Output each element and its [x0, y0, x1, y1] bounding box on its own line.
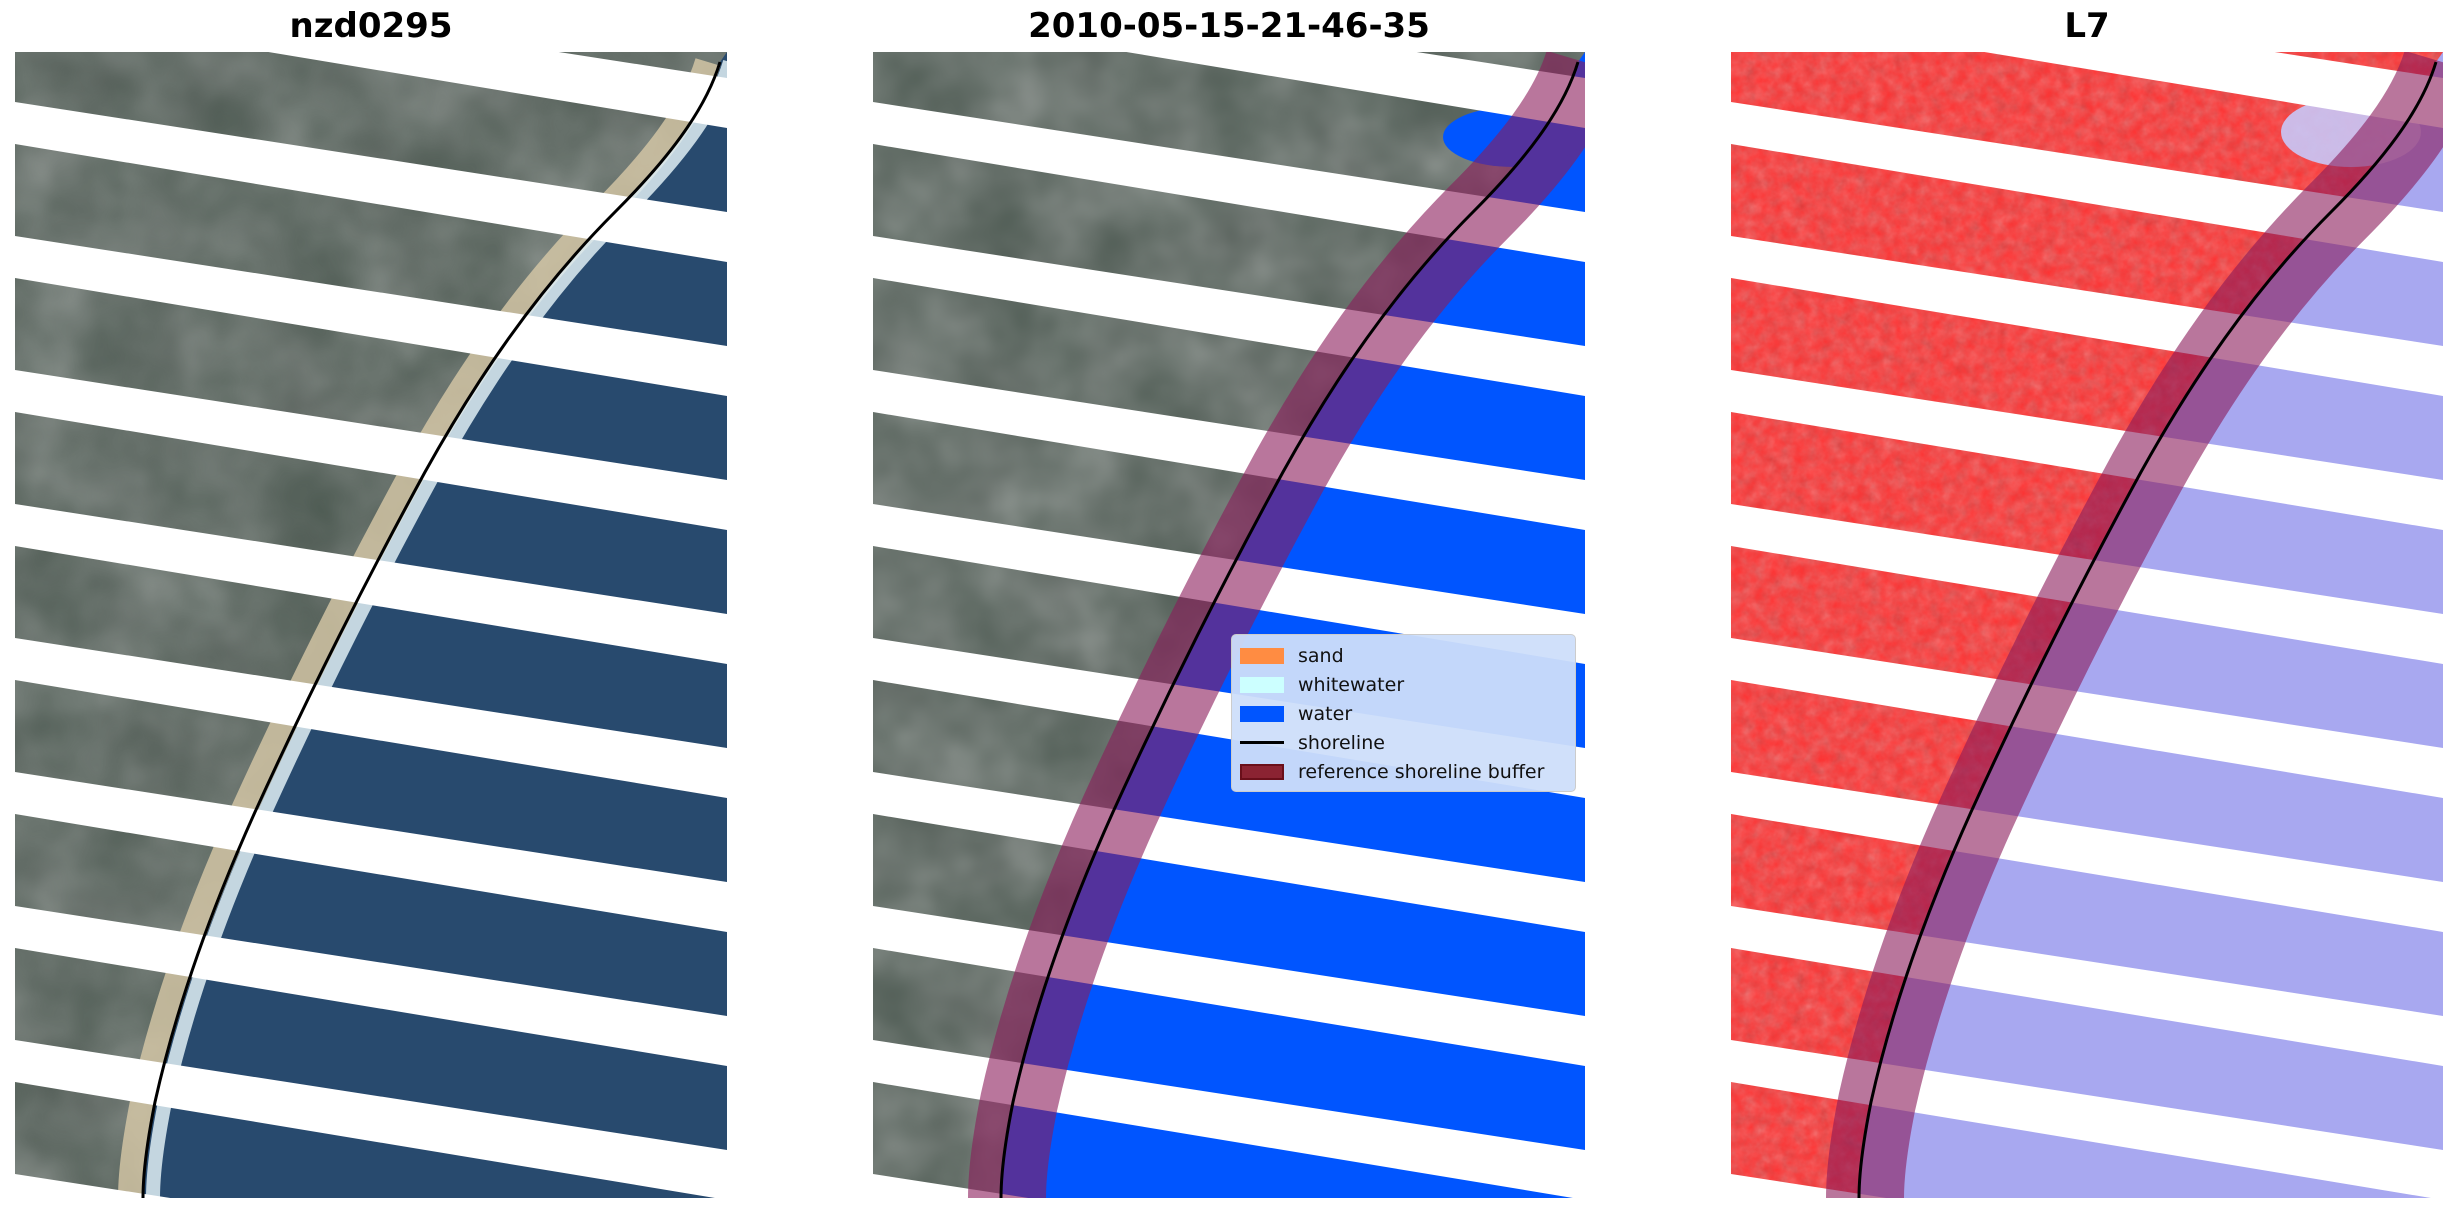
- slc-off-gap-stripe: [1731, 772, 2443, 932]
- legend-label: whitewater: [1298, 673, 1405, 696]
- legend-label: reference shoreline buffer: [1298, 760, 1545, 783]
- slc-off-gap-stripe: [15, 1040, 727, 1198]
- panel-title-index: L7: [2064, 6, 2110, 46]
- slc-off-gap-stripe: [873, 772, 1585, 932]
- slc-off-gap-stripe: [15, 102, 727, 262]
- slc-off-gap-stripe: [15, 1174, 171, 1198]
- legend-label: sand: [1298, 644, 1344, 667]
- sand-swatch: [1240, 647, 1284, 664]
- reference-shoreline-buffer: [968, 52, 1585, 1198]
- slc-off-gap-stripe: [1731, 638, 2443, 798]
- slc-off-gap-stripe: [15, 772, 727, 932]
- shoreline-swatch: [1240, 741, 1284, 744]
- index-image-panel: [1731, 52, 2443, 1198]
- legend-label: shoreline: [1298, 731, 1385, 754]
- shoreline: [1857, 61, 2438, 1198]
- legend-item-sand: sand: [1232, 641, 1575, 670]
- slc-off-gap-stripe: [873, 102, 1585, 262]
- legend: sand whitewater water shoreline referenc…: [1231, 634, 1576, 792]
- panel-title-rgb: nzd0295: [289, 6, 453, 46]
- slc-off-gap-stripe: [873, 1174, 1029, 1198]
- rgb-image-panel: [15, 52, 727, 1198]
- slc-off-gap-stripe: [15, 638, 727, 798]
- buffer-swatch: [1240, 763, 1284, 780]
- legend-item-water: water: [1232, 699, 1575, 728]
- whitewater-swatch: [1240, 676, 1284, 693]
- slc-off-gap-stripe: [1731, 102, 2443, 262]
- legend-label: water: [1298, 702, 1353, 725]
- slc-off-gap-stripe: [15, 370, 727, 530]
- water-swatch: [1240, 705, 1284, 722]
- legend-item-whitewater: whitewater: [1232, 670, 1575, 699]
- slc-off-gap-stripe: [15, 906, 727, 1066]
- classified-image-panel: [873, 52, 1585, 1198]
- slc-off-gap-stripe: [1731, 1174, 1887, 1198]
- shoreline: [999, 61, 1580, 1198]
- slc-off-gap-stripe: [15, 236, 727, 396]
- reference-shoreline-buffer: [1826, 52, 2443, 1198]
- shoreline: [141, 61, 722, 1198]
- legend-item-shoreline: shoreline: [1232, 728, 1575, 757]
- slc-off-gap-stripe: [1731, 370, 2443, 530]
- panel-title-classified: 2010-05-15-21-46-35: [1028, 6, 1430, 46]
- slc-off-gap-stripe: [873, 370, 1585, 530]
- legend-item-buffer: reference shoreline buffer: [1232, 757, 1575, 786]
- slc-off-gap-stripe: [15, 504, 727, 664]
- slc-off-gap-stripe: [268, 52, 727, 128]
